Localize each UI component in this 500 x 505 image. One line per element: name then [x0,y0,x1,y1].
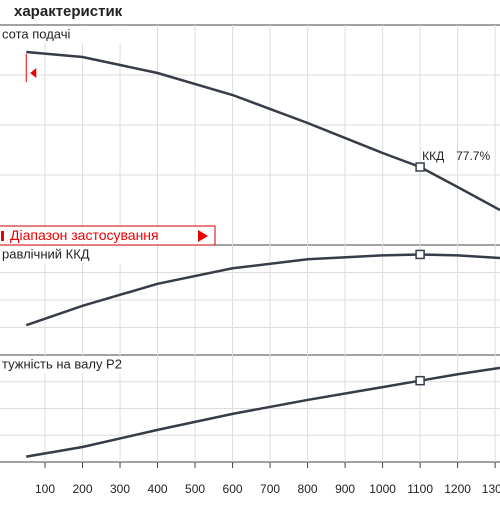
curve [26,50,500,212]
label-bg [0,247,140,263]
x-tick-label: 300 [110,482,130,496]
annotation-value: 77.7% [456,149,490,163]
panel-label: сота подачі [2,26,71,41]
x-tick-label: 500 [185,482,205,496]
range-end-arrow [198,230,208,242]
range-start-glyph [1,231,4,241]
range-frame [0,225,216,246]
panel-label: тужність на валу P2 [2,356,122,371]
x-tick-label: 1100 [407,482,433,496]
range-start-marker [30,68,37,78]
x-tick-label: 100 [35,482,55,496]
label-bg [0,357,140,373]
curve [25,253,500,327]
x-tick-label: 400 [148,482,168,496]
x-tick-label: 1200 [444,482,471,496]
range-box: Діапазон застосування [0,225,216,246]
annotation-text: ККД [422,149,444,163]
chart-title: характеристик [14,3,123,20]
x-tick-label: 600 [223,482,243,496]
duty-point [415,162,425,172]
curve [26,366,500,458]
label-bg [0,27,140,43]
x-tick-label: 900 [335,482,355,496]
x-tick-label: 200 [73,482,93,496]
duty-point [415,249,425,260]
x-tick-label: 1000 [369,482,396,496]
duty-point [415,375,425,386]
panel-label: равлічний ККД [2,246,90,261]
x-tick-label: 1300 [482,482,500,496]
x-tick-label: 700 [260,482,280,496]
x-tick-label: 800 [298,482,318,496]
range-label: Діапазон застосування [10,227,159,243]
